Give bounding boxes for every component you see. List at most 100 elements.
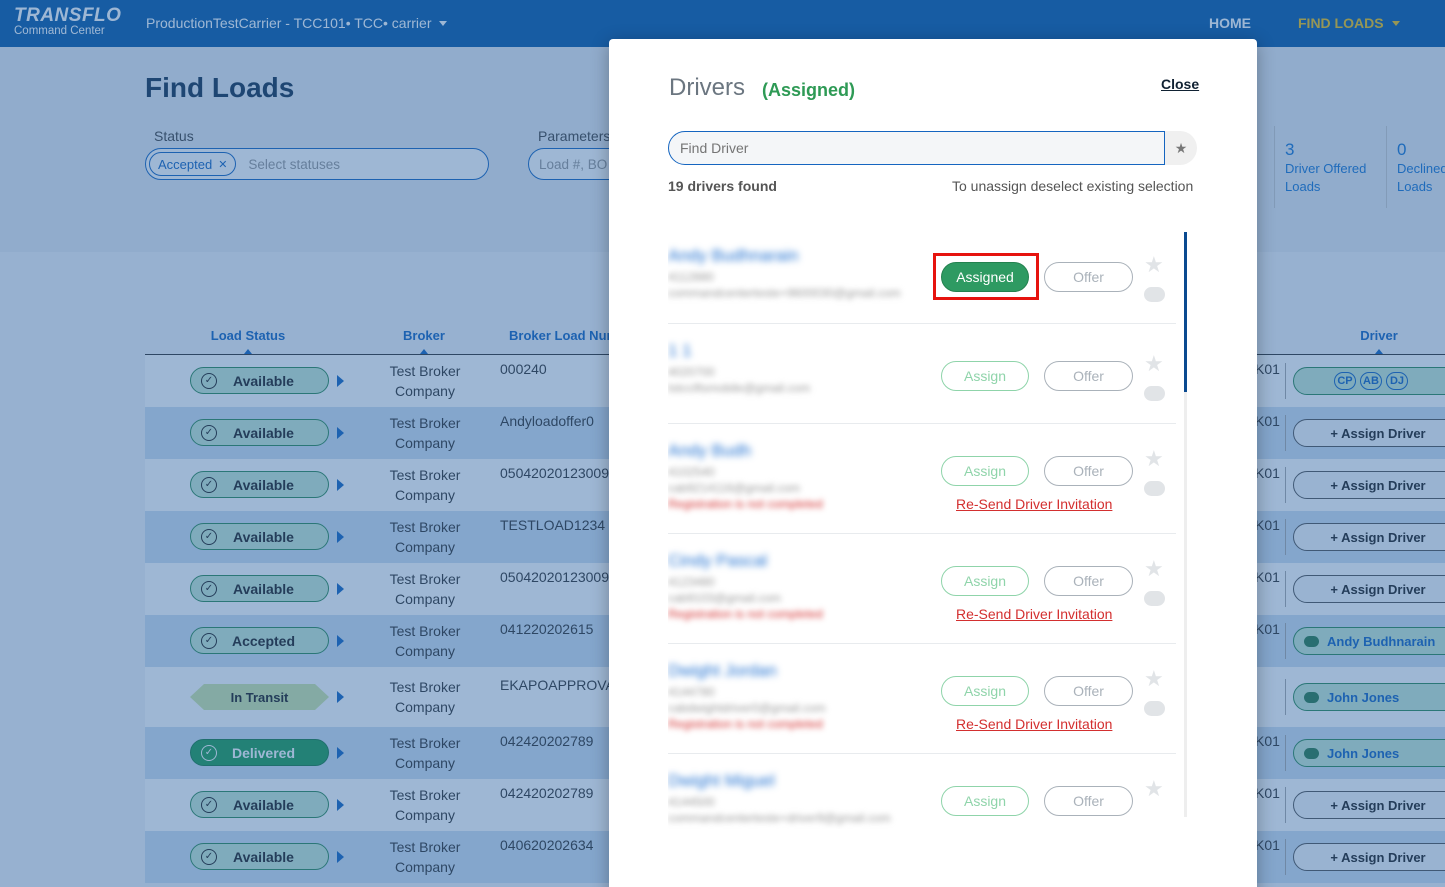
resend-invitation-link[interactable]: Re-Send Driver Invitation (956, 606, 1113, 622)
status-pill[interactable]: ✓ Delivered (190, 739, 329, 766)
broker-line2: Company (395, 699, 455, 715)
offer-button[interactable]: Offer (1044, 566, 1133, 596)
scrollbar-thumb[interactable] (1184, 232, 1187, 392)
assign-driver-button[interactable]: + Assign Driver (1293, 843, 1445, 871)
driver-row: Andy Budhnarain 4112880 commandcenterteste… (668, 229, 1176, 324)
driver-pill[interactable]: Andy Budhnarain (1293, 627, 1445, 655)
expand-arrow-icon[interactable] (337, 747, 344, 759)
driver-pill[interactable]: John Jones (1293, 683, 1445, 711)
assign-driver-button[interactable]: + Assign Driver (1293, 575, 1445, 603)
star-icon[interactable]: ★ (1144, 666, 1164, 691)
expand-arrow-icon[interactable] (337, 427, 344, 439)
assign-driver-button[interactable]: + Assign Driver (1293, 523, 1445, 551)
carrier-label: ProductionTestCarrier - TCC101• TCC• car… (146, 15, 432, 31)
expand-arrow-icon[interactable] (337, 635, 344, 647)
declined-stat[interactable]: 0 Declined Loads (1386, 126, 1445, 208)
status-label: Available (233, 848, 294, 865)
assign-button[interactable]: Assign (941, 786, 1029, 816)
driver-phone: 4112880 (668, 270, 714, 284)
assign-button[interactable]: Assign (941, 361, 1029, 391)
expand-arrow-icon[interactable] (337, 531, 344, 543)
assigned-button[interactable]: Assigned (941, 262, 1029, 292)
expand-arrow-icon[interactable] (337, 691, 344, 703)
status-filter-label: Status (154, 128, 194, 144)
scrollbar-track[interactable] (1184, 232, 1187, 817)
chat-icon[interactable] (1144, 287, 1165, 302)
assign-driver-button[interactable]: + Assign Driver (1293, 471, 1445, 499)
status-label: Accepted (231, 632, 296, 649)
status-chip-accepted[interactable]: Accepted ✕ (149, 152, 237, 176)
driver-initials-pill[interactable]: CP AB DJ (1293, 367, 1445, 395)
status-pill-in-transit[interactable]: In Transit (190, 684, 329, 710)
star-icon[interactable]: ★ (1144, 556, 1164, 581)
driver-offered-stat[interactable]: 3 Driver Offered Loads (1274, 126, 1366, 208)
broker-load-num-cell: 040620202634 (500, 837, 594, 853)
status-pill[interactable]: ✓ Available (190, 419, 329, 446)
driver-row: Cindy Pascal 4123480 cab9103@gmail.com Regi… (668, 534, 1176, 644)
expand-arrow-icon[interactable] (337, 799, 344, 811)
status-pill[interactable]: ✓ Available (190, 367, 329, 394)
offer-button[interactable]: Offer (1044, 786, 1133, 816)
star-icon[interactable]: ★ (1144, 776, 1164, 801)
driver-name: Dwight Miguel (668, 771, 775, 790)
close-link[interactable]: Close (1161, 76, 1200, 92)
header-load-status[interactable]: Load Status (210, 328, 286, 343)
chat-icon[interactable] (1144, 386, 1165, 401)
stat-label-line2: Loads (1285, 179, 1321, 194)
nav-find-loads-menu[interactable]: FIND LOADS (1298, 15, 1400, 31)
transflo-logo[interactable]: TRANSFLO Command Center (14, 6, 121, 38)
status-pill[interactable]: ✓ Available (190, 843, 329, 870)
broker-cell: Test Broker Company (375, 517, 475, 557)
expand-arrow-icon[interactable] (337, 851, 344, 863)
chat-icon[interactable] (1144, 591, 1165, 606)
check-circle-icon: ✓ (201, 580, 217, 597)
star-icon[interactable]: ★ (1144, 446, 1164, 471)
offer-button[interactable]: Offer (1044, 456, 1133, 486)
expand-arrow-icon[interactable] (337, 583, 344, 595)
load-code-cell: K01 (1255, 621, 1280, 637)
sort-asc-icon[interactable] (420, 349, 428, 354)
stat-number: 3 (1285, 140, 1295, 159)
assign-button[interactable]: Assign (941, 456, 1029, 486)
status-pill[interactable]: ✓ Available (190, 575, 329, 602)
header-broker-load-num[interactable]: Broker Load Num (509, 328, 609, 343)
sort-asc-icon[interactable] (244, 349, 252, 354)
check-circle-icon: ✓ (201, 744, 217, 761)
assign-button[interactable]: Assign (941, 676, 1029, 706)
close-icon[interactable]: ✕ (218, 158, 228, 171)
chat-icon[interactable] (1144, 701, 1165, 716)
check-circle-icon: ✓ (201, 848, 217, 865)
carrier-selector[interactable]: ProductionTestCarrier - TCC101• TCC• car… (146, 15, 448, 31)
offer-button[interactable]: Offer (1044, 361, 1133, 391)
expand-arrow-icon[interactable] (337, 375, 344, 387)
offer-button[interactable]: Offer (1044, 676, 1133, 706)
drivers-modal: Drivers (Assigned) Close ★ 19 drivers fo… (609, 39, 1257, 887)
nav-home-link[interactable]: HOME (1209, 15, 1251, 31)
assign-driver-button[interactable]: + Assign Driver (1293, 419, 1445, 447)
broker-line2: Company (395, 755, 455, 771)
assign-driver-button[interactable]: + Assign Driver (1293, 791, 1445, 819)
resend-invitation-link[interactable]: Re-Send Driver Invitation (956, 716, 1113, 732)
offer-button[interactable]: Offer (1044, 262, 1133, 292)
star-icon[interactable]: ★ (1144, 252, 1164, 277)
broker-load-num-cell: 042420202789 (500, 733, 594, 749)
status-pill[interactable]: ✓ Available (190, 523, 329, 550)
row-divider (668, 533, 1176, 534)
find-driver-input[interactable] (668, 131, 1165, 165)
driver-pill[interactable]: John Jones (1293, 739, 1445, 767)
driver-initials-badge: CP (1334, 372, 1356, 390)
status-filter-input[interactable]: Accepted ✕ Select statuses (145, 148, 489, 180)
driver-initials-badge: DJ (1386, 372, 1408, 390)
star-icon[interactable]: ★ (1144, 351, 1164, 376)
status-pill[interactable]: ✓ Available (190, 791, 329, 818)
sort-asc-icon[interactable] (1375, 349, 1383, 354)
status-pill[interactable]: ✓ Accepted (190, 627, 329, 654)
assign-button[interactable]: Assign (941, 566, 1029, 596)
favorites-filter-button[interactable]: ★ (1165, 131, 1197, 165)
resend-invitation-link[interactable]: Re-Send Driver Invitation (956, 496, 1113, 512)
chat-icon[interactable] (1144, 481, 1165, 496)
header-driver[interactable]: Driver (1360, 328, 1398, 343)
expand-arrow-icon[interactable] (337, 479, 344, 491)
status-pill[interactable]: ✓ Available (190, 471, 329, 498)
header-broker[interactable]: Broker (403, 328, 445, 343)
